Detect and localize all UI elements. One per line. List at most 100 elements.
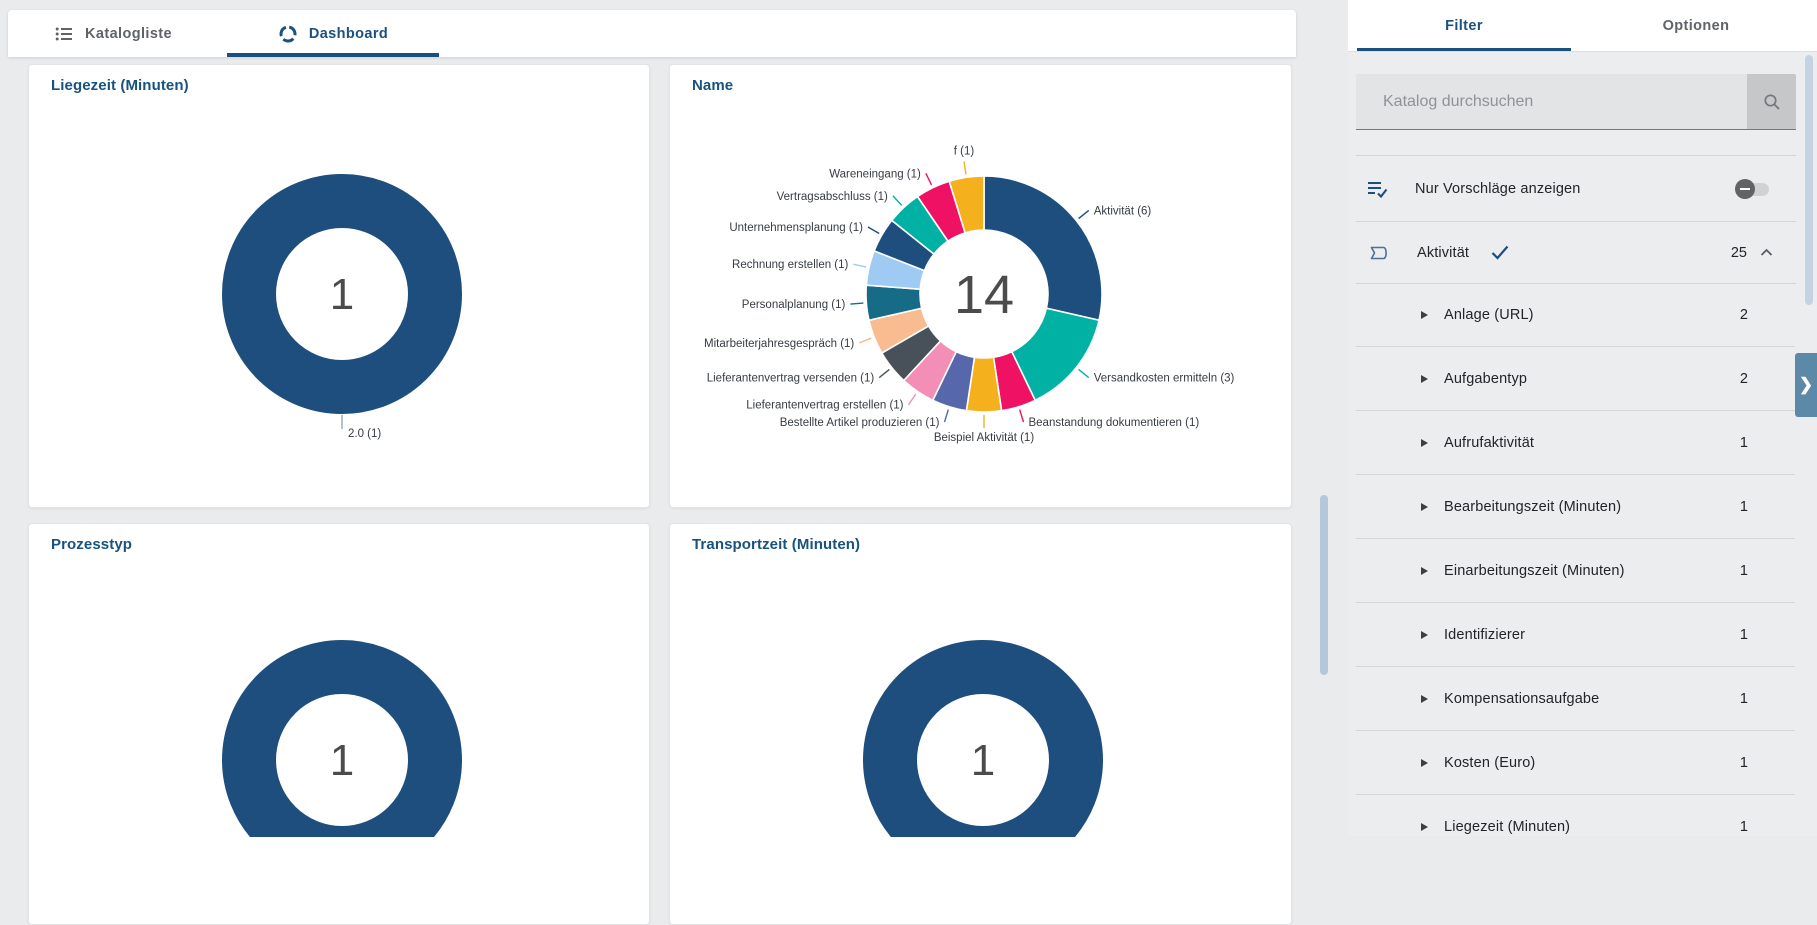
donut-center-value: 1	[330, 736, 354, 785]
tab-filter[interactable]: Filter	[1357, 0, 1571, 51]
filter-item-row[interactable]: Bearbeitungszeit (Minuten) 1	[1356, 475, 1795, 539]
item-label: Einarbeitungszeit (Minuten)	[1444, 562, 1625, 579]
divider	[1356, 221, 1796, 222]
filter-item-row[interactable]: Anlage (URL) 2	[1356, 283, 1795, 347]
divider	[1356, 283, 1796, 284]
slice-leader-line	[1078, 209, 1090, 220]
expand-triangle-icon[interactable]	[1421, 758, 1428, 767]
tab-katalogliste[interactable]: Katalogliste	[54, 10, 224, 57]
filter-item-row[interactable]: Einarbeitungszeit (Minuten) 1	[1356, 539, 1795, 603]
expand-triangle-icon[interactable]	[1421, 438, 1428, 447]
donut-center-value: 14	[954, 265, 1014, 325]
donut-slice[interactable]	[863, 640, 1103, 837]
slice-label: Beispiel Aktivität (1)	[934, 432, 1035, 444]
expand-triangle-icon[interactable]	[1421, 694, 1428, 703]
name-donut-chart: Aktivität (6) Versandkosten ermitteln (3)…	[704, 145, 1235, 444]
slice-leader-line	[925, 172, 933, 186]
donut-slice[interactable]	[983, 175, 1103, 322]
expand-triangle-icon[interactable]	[1421, 310, 1428, 319]
list-icon	[54, 24, 74, 44]
expand-triangle-icon[interactable]	[1421, 374, 1428, 383]
expand-triangle-icon[interactable]	[1421, 502, 1428, 511]
search-button[interactable]	[1747, 74, 1796, 129]
slice-leader-line	[878, 368, 890, 379]
item-count: 1	[1739, 754, 1748, 771]
item-count: 2	[1739, 370, 1748, 387]
main-tab-bar: Katalogliste Dashboard	[8, 10, 1296, 57]
donut-center-value: 1	[330, 270, 354, 319]
item-count: 1	[1739, 498, 1748, 515]
slice-label: Bestellte Artikel produzieren (1)	[780, 417, 940, 429]
tab-filter-label: Filter	[1445, 17, 1483, 34]
filter-item-row[interactable]: Identifizierer 1	[1356, 603, 1795, 667]
slice-leader-line	[853, 263, 867, 268]
chart-card-liegezeit: Liegezeit (Minuten) 2.0 (1) 1	[28, 64, 650, 508]
slice-label: 2.0 (1)	[348, 428, 381, 440]
item-label: Kosten (Euro)	[1444, 754, 1536, 771]
tab-optionen[interactable]: Optionen	[1582, 0, 1810, 51]
main-scrollbar-thumb[interactable]	[1320, 495, 1328, 675]
chevron-up-icon[interactable]	[1760, 248, 1773, 257]
slice-leader-line	[943, 409, 950, 423]
toggle-label: Nur Vorschläge anzeigen	[1415, 180, 1581, 197]
tab-katalogliste-label: Katalogliste	[85, 25, 172, 42]
slice-label: Personalplanung (1)	[742, 299, 846, 311]
item-count: 1	[1739, 562, 1748, 579]
chart-card-prozesstyp: Prozesstyp 1	[28, 523, 650, 925]
check-icon	[1491, 245, 1509, 260]
tab-dashboard[interactable]: Dashboard	[227, 10, 439, 57]
card-title: Name	[692, 77, 734, 94]
group-count: 25	[1730, 244, 1747, 261]
item-label: Kompensationsaufgabe	[1444, 690, 1600, 707]
donut-slice[interactable]	[222, 174, 462, 414]
item-count: 1	[1739, 690, 1748, 707]
filter-attribute-list: Anlage (URL) 2 Aufgabentyp 2 Aufrufaktivität…	[1356, 283, 1795, 859]
expand-triangle-icon[interactable]	[1421, 566, 1428, 575]
slice-label: f (1)	[954, 145, 975, 157]
item-label: Aufrufaktivität	[1444, 434, 1535, 451]
transportzeit-donut-chart: 1	[863, 640, 1103, 837]
filter-sidebar: Filter Optionen	[1348, 0, 1817, 836]
item-count: 1	[1739, 434, 1748, 451]
suggestions-toggle-switch[interactable]	[1735, 178, 1769, 199]
sidebar-tab-bar: Filter Optionen	[1348, 0, 1817, 52]
slice-leader-line	[1078, 368, 1090, 379]
tab-optionen-label: Optionen	[1662, 17, 1730, 34]
tab-dashboard-label: Dashboard	[308, 25, 389, 42]
card-title: Prozesstyp	[51, 536, 133, 553]
sidebar-scrollbar-thumb[interactable]	[1805, 55, 1813, 305]
slice-leader-line	[907, 393, 917, 406]
slice-leader-line	[859, 337, 872, 344]
item-label: Identifizierer	[1444, 626, 1526, 643]
suggestions-toggle-row: Nur Vorschläge anzeigen	[1356, 156, 1795, 221]
filter-item-row[interactable]: Liegezeit (Minuten) 1	[1356, 795, 1795, 859]
filter-item-row[interactable]: Kompensationsaufgabe 1	[1356, 667, 1795, 731]
slice-label: Vertragsabschluss (1)	[777, 191, 888, 203]
liegezeit-donut-chart: 2.0 (1) 1	[222, 174, 462, 440]
filter-item-row[interactable]: Aufrufaktivität 1	[1356, 411, 1795, 475]
group-label: Aktivität	[1417, 244, 1470, 261]
sidebar-collapse-button[interactable]: ❯	[1795, 353, 1817, 417]
slice-leader-line	[867, 226, 880, 235]
donut-slice[interactable]	[222, 640, 462, 837]
item-label: Liegezeit (Minuten)	[1444, 819, 1571, 835]
expand-triangle-icon[interactable]	[1421, 823, 1428, 831]
donut-slice[interactable]	[948, 175, 985, 234]
filter-item-row[interactable]: Kosten (Euro) 1	[1356, 731, 1795, 795]
slice-leader-line	[1018, 409, 1025, 423]
prozesstyp-donut-chart: 1	[222, 640, 462, 837]
item-count: 1	[1739, 626, 1748, 643]
expand-triangle-icon[interactable]	[1421, 630, 1428, 639]
slice-label: Lieferantenvertrag erstellen (1)	[746, 400, 903, 412]
filter-group-aktivitaet[interactable]: Aktivität 25	[1356, 222, 1795, 283]
slice-leader-line	[892, 195, 903, 206]
slice-leader-line	[963, 161, 967, 175]
slice-label: Versandkosten ermitteln (3)	[1094, 373, 1235, 385]
slice-label: Aktivität (6)	[1094, 205, 1152, 217]
divider	[1356, 155, 1796, 156]
filter-item-row[interactable]: Aufgabentyp 2	[1356, 347, 1795, 411]
card-title: Liegezeit (Minuten)	[51, 77, 189, 94]
chart-card-transportzeit: Transportzeit (Minuten) 1	[669, 523, 1292, 925]
slice-label: Rechnung erstellen (1)	[732, 259, 849, 271]
search-input[interactable]	[1356, 74, 1771, 129]
